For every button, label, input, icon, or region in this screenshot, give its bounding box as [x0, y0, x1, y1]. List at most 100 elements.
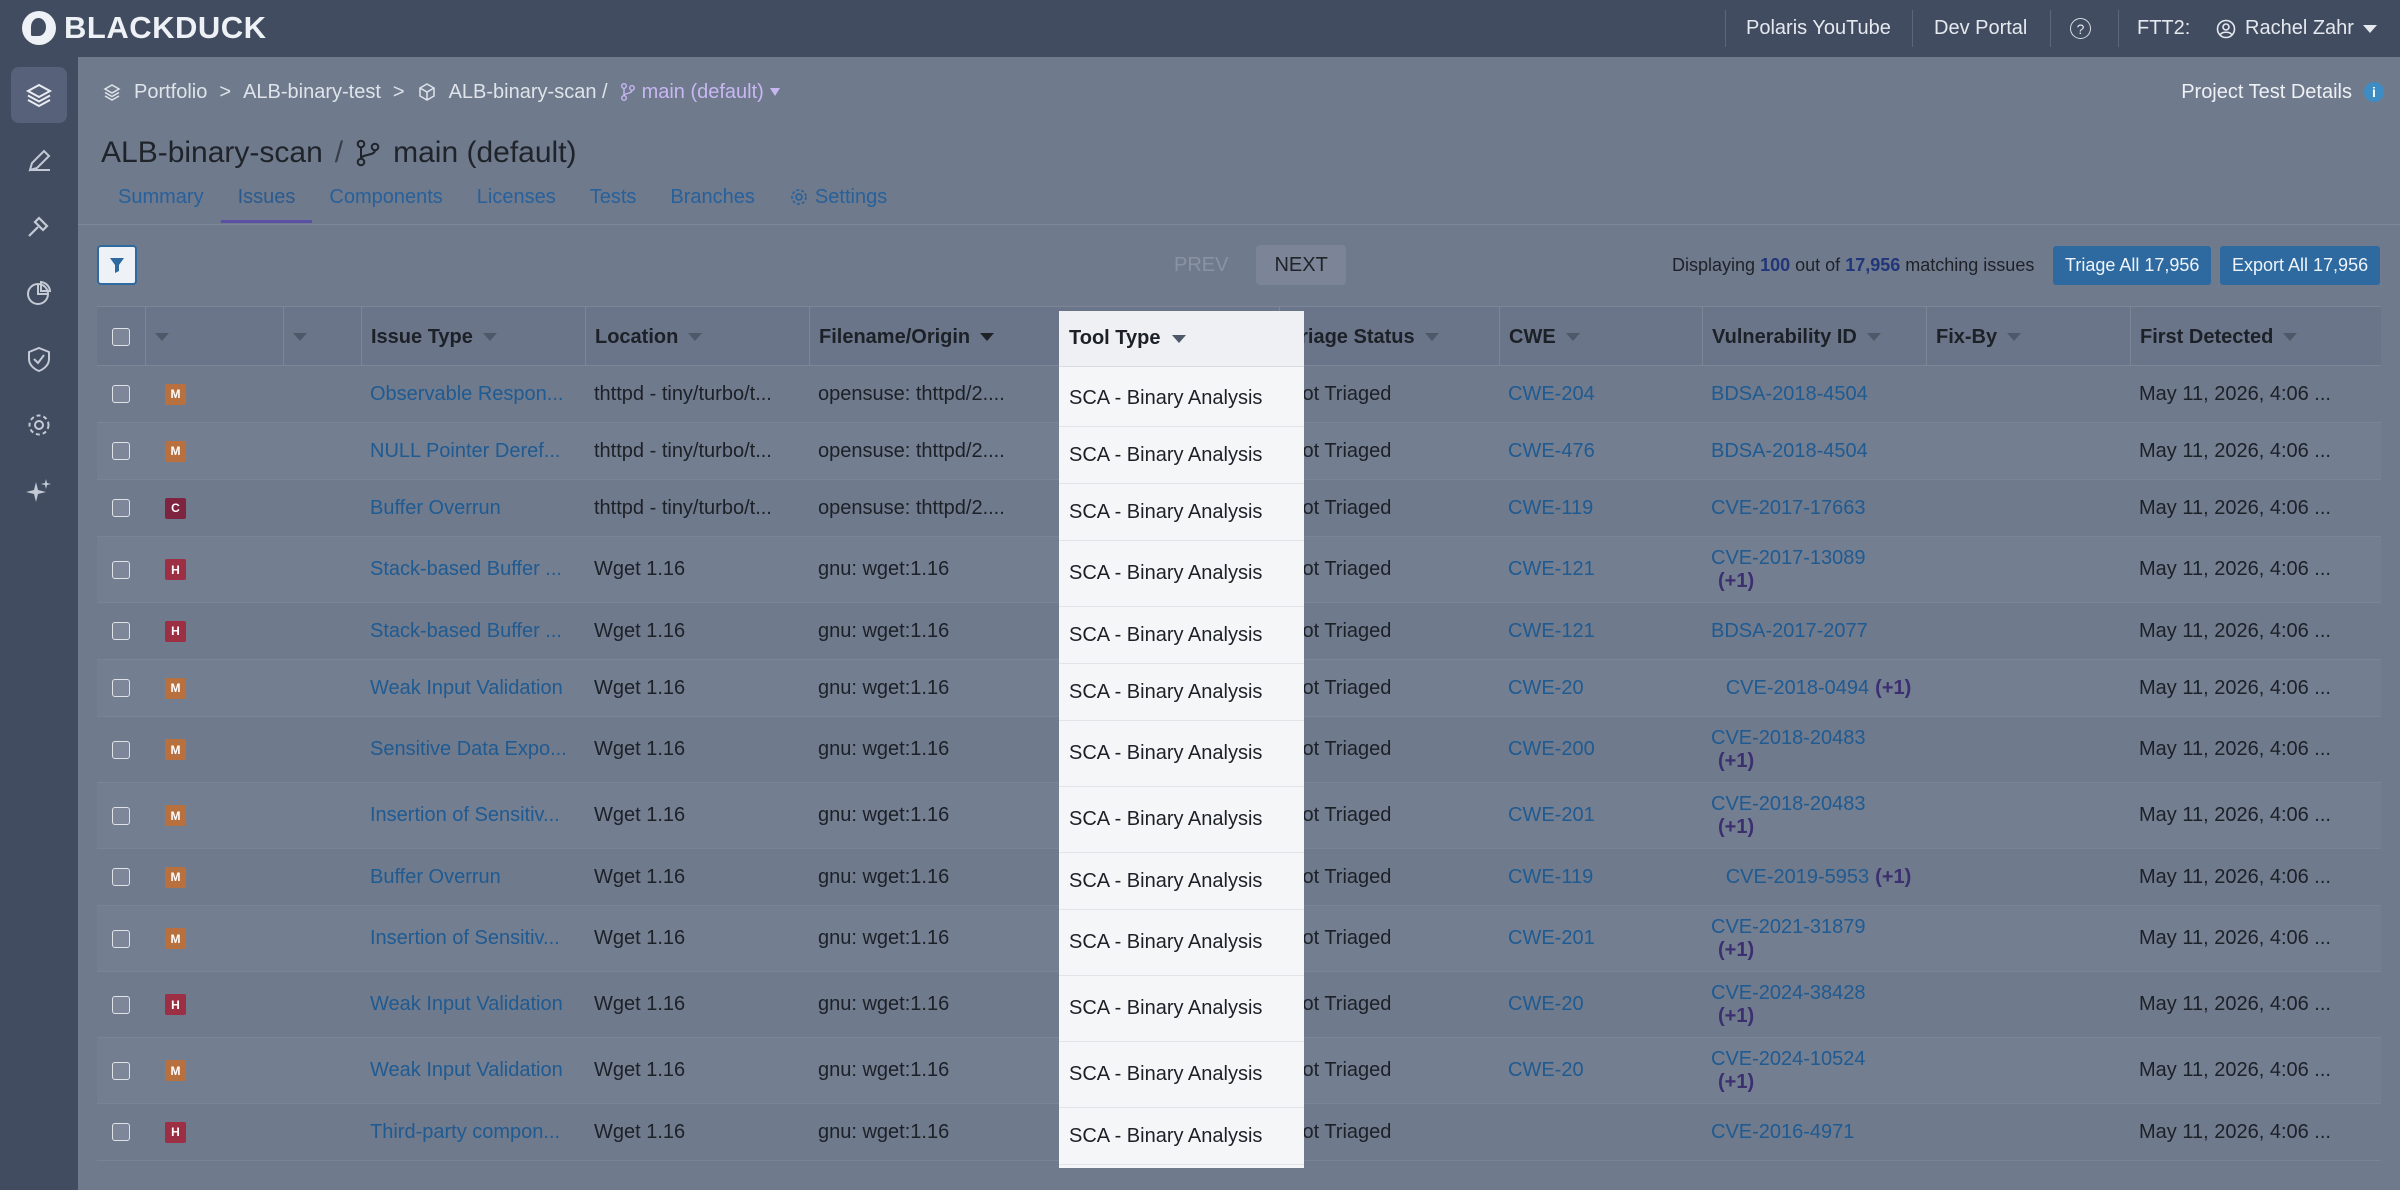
- issue-type-link[interactable]: Buffer Overrun: [370, 865, 501, 888]
- blackduck-logo[interactable]: BLACKDUCK: [22, 9, 267, 47]
- select-all-checkbox[interactable]: [97, 307, 145, 367]
- vulnerability-id-link[interactable]: CVE-2018-20483: [1711, 726, 1866, 749]
- additional-vulnerabilities-count[interactable]: (+1): [1718, 1070, 1755, 1093]
- checkbox[interactable]: [112, 806, 130, 825]
- checkbox[interactable]: [112, 499, 130, 517]
- vulnerability-id-link[interactable]: BDSA-2018-4504: [1711, 439, 1868, 462]
- row-checkbox[interactable]: [97, 660, 145, 716]
- sidebar-item-tools[interactable]: [11, 199, 67, 255]
- additional-vulnerabilities-count[interactable]: (+1): [1875, 676, 1912, 699]
- cwe-link[interactable]: CWE-20: [1508, 993, 1584, 1015]
- row-checkbox[interactable]: [97, 717, 145, 782]
- filter-button[interactable]: [97, 245, 137, 285]
- vulnerability-id-link[interactable]: CVE-2024-38428: [1711, 981, 1866, 1004]
- row-checkbox[interactable]: [97, 1104, 145, 1160]
- export-all-button[interactable]: Export All 17,956: [2220, 246, 2381, 285]
- vulnerability-id-link[interactable]: BDSA-2018-4504: [1711, 382, 1868, 405]
- column-tool-type[interactable]: Tool Type: [1059, 311, 1304, 367]
- cwe-link[interactable]: [1499, 1104, 1702, 1160]
- row-checkbox[interactable]: [97, 537, 145, 602]
- issue-type-link[interactable]: NULL Pointer Deref...: [370, 439, 561, 462]
- column-filename-origin[interactable]: Filename/Origin: [809, 307, 1034, 367]
- issue-type-link[interactable]: Stack-based Buffer ...: [370, 619, 562, 642]
- issue-type-link[interactable]: Weak Input Validation: [370, 676, 563, 699]
- row-checkbox[interactable]: [97, 1038, 145, 1103]
- column-triage-status[interactable]: Triage Status: [1279, 307, 1499, 367]
- cwe-link[interactable]: CWE-121: [1508, 619, 1595, 642]
- column-fix-by[interactable]: Fix-By: [1926, 307, 2130, 367]
- vulnerability-id-link[interactable]: BDSA-2017-2077: [1711, 619, 1868, 642]
- row-checkbox[interactable]: [97, 423, 145, 479]
- column-location[interactable]: Location: [585, 307, 809, 367]
- help-button[interactable]: ?: [2070, 0, 2091, 57]
- sidebar-item-settings[interactable]: [11, 397, 67, 453]
- additional-vulnerabilities-count[interactable]: (+1): [1718, 1004, 1755, 1027]
- vulnerability-id-link[interactable]: CVE-2018-0494: [1725, 676, 1870, 699]
- breadcrumb-app[interactable]: ALB-binary-scan /: [448, 80, 608, 103]
- cwe-link[interactable]: CWE-201: [1508, 927, 1595, 949]
- column-menu[interactable]: [283, 307, 361, 367]
- checkbox[interactable]: [112, 560, 130, 579]
- sidebar-item-assist[interactable]: [11, 463, 67, 519]
- checkbox[interactable]: [112, 1123, 130, 1141]
- row-checkbox[interactable]: [97, 603, 145, 659]
- issue-type-link[interactable]: Insertion of Sensitiv...: [370, 804, 560, 826]
- additional-vulnerabilities-count[interactable]: (+1): [1718, 749, 1755, 772]
- row-checkbox[interactable]: [97, 972, 145, 1037]
- breadcrumb-project[interactable]: ALB-binary-test: [243, 80, 381, 103]
- vulnerability-id-link[interactable]: CVE-2021-31879: [1711, 915, 1866, 938]
- issue-type-link[interactable]: Weak Input Validation: [370, 993, 563, 1015]
- checkbox[interactable]: [112, 679, 130, 697]
- additional-vulnerabilities-count[interactable]: (+1): [1718, 815, 1755, 838]
- sidebar-item-edit[interactable]: [11, 133, 67, 189]
- additional-vulnerabilities-count[interactable]: (+1): [1718, 938, 1755, 961]
- cwe-link[interactable]: CWE-476: [1508, 439, 1595, 462]
- column-first-detected[interactable]: First Detected: [2130, 307, 2381, 367]
- user-menu[interactable]: Rachel Zahr: [2216, 0, 2377, 57]
- breadcrumb-portfolio[interactable]: Portfolio: [134, 80, 208, 103]
- next-button[interactable]: NEXT: [1256, 245, 1346, 285]
- column-cwe[interactable]: CWE: [1499, 307, 1702, 367]
- row-checkbox[interactable]: [97, 783, 145, 848]
- tab-summary[interactable]: Summary: [118, 186, 204, 208]
- prev-button[interactable]: PREV: [1174, 254, 1229, 276]
- vulnerability-id-link[interactable]: CVE-2018-20483: [1711, 792, 1866, 815]
- checkbox[interactable]: [112, 385, 130, 403]
- cwe-link[interactable]: CWE-20: [1508, 1059, 1584, 1081]
- sidebar-item-security[interactable]: [11, 331, 67, 387]
- tab-licenses[interactable]: Licenses: [476, 186, 556, 208]
- sidebar-item-portfolio[interactable]: [11, 67, 67, 123]
- tab-tests[interactable]: Tests: [589, 186, 637, 208]
- tab-components[interactable]: Components: [329, 186, 443, 208]
- cwe-link[interactable]: CWE-204: [1508, 382, 1595, 405]
- polaris-youtube-link[interactable]: Polaris YouTube: [1746, 17, 1891, 39]
- checkbox[interactable]: [112, 622, 130, 640]
- sidebar-item-reports[interactable]: [11, 265, 67, 321]
- severity-column-menu[interactable]: [145, 307, 283, 367]
- issue-type-link[interactable]: Sensitive Data Expo...: [370, 738, 567, 760]
- vulnerability-id-link[interactable]: CVE-2019-5953: [1725, 865, 1870, 888]
- issue-type-link[interactable]: Insertion of Sensitiv...: [370, 927, 560, 949]
- cwe-link[interactable]: CWE-200: [1508, 738, 1595, 760]
- triage-all-button[interactable]: Triage All 17,956: [2053, 246, 2212, 285]
- checkbox[interactable]: [112, 740, 130, 759]
- row-checkbox[interactable]: [97, 366, 145, 422]
- cwe-link[interactable]: CWE-121: [1508, 558, 1595, 580]
- issue-type-link[interactable]: Buffer Overrun: [370, 496, 501, 519]
- dev-portal-link[interactable]: Dev Portal: [1934, 17, 2028, 39]
- tab-settings[interactable]: Settings: [772, 181, 904, 223]
- vulnerability-id-link[interactable]: CVE-2024-10524: [1711, 1047, 1866, 1070]
- issue-type-link[interactable]: Third-party compon...: [370, 1120, 561, 1143]
- issue-type-link[interactable]: Weak Input Validation: [370, 1059, 563, 1081]
- additional-vulnerabilities-count[interactable]: (+1): [1875, 865, 1912, 888]
- vulnerability-id-link[interactable]: CVE-2016-4971: [1711, 1120, 1855, 1143]
- checkbox[interactable]: [112, 929, 130, 948]
- additional-vulnerabilities-count[interactable]: (+1): [1718, 569, 1755, 592]
- issue-type-link[interactable]: Stack-based Buffer ...: [370, 558, 562, 580]
- column-vulnerability-id[interactable]: Vulnerability ID: [1702, 307, 1926, 367]
- checkbox[interactable]: [112, 995, 130, 1014]
- checkbox[interactable]: [112, 442, 130, 460]
- issue-type-link[interactable]: Observable Respon...: [370, 382, 564, 405]
- tab-issues[interactable]: Issues: [220, 181, 313, 223]
- row-checkbox[interactable]: [97, 849, 145, 905]
